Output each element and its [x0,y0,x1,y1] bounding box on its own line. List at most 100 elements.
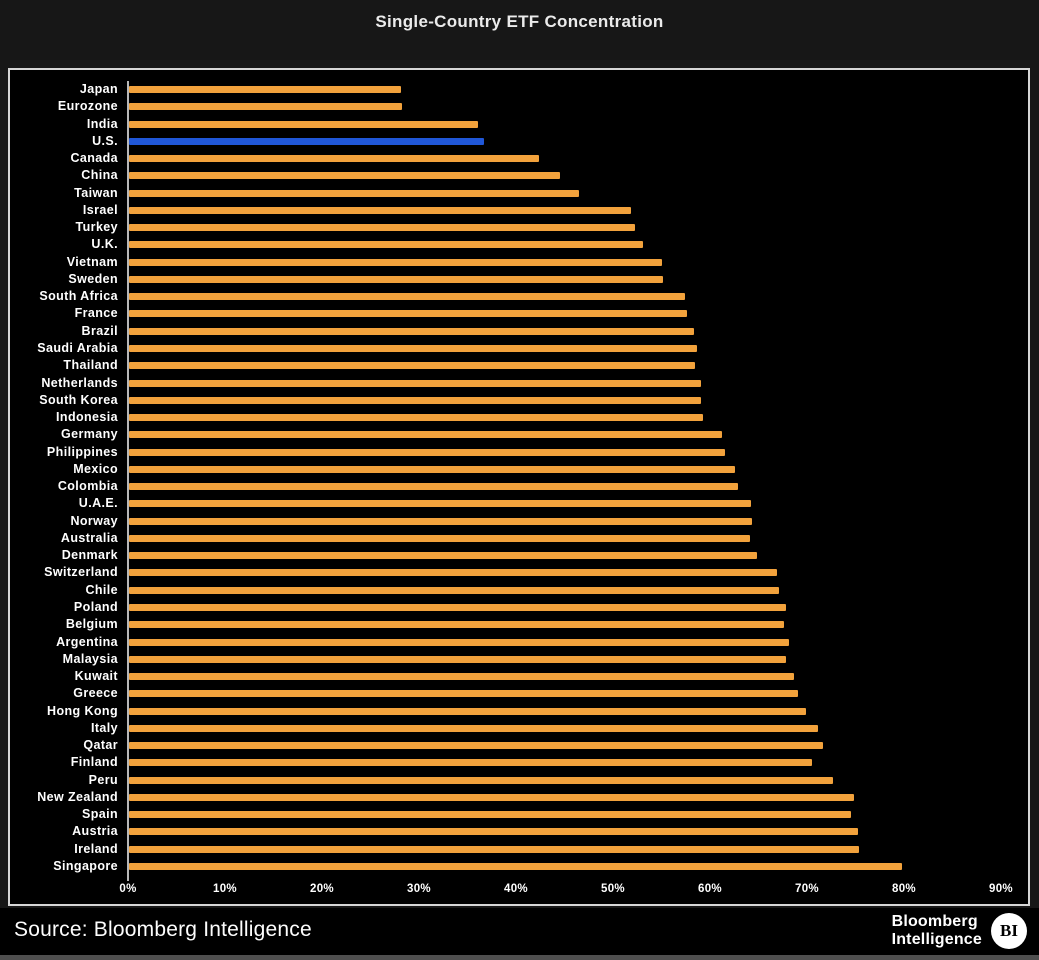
x-tick-60: 60% [698,883,722,895]
bi-badge-icon: BI [991,913,1027,949]
chart-row-norway: Norway [10,513,1028,530]
chart-row-singapore: Singapore [10,858,1028,875]
chart-row-turkey: Turkey [10,219,1028,236]
source-text: Source: Bloomberg Intelligence [14,918,312,941]
chart-row-sweden: Sweden [10,271,1028,288]
row-label-netherlands: Netherlands [41,375,118,390]
x-tick-0: 0% [119,883,137,895]
row-label-austria: Austria [72,824,118,839]
bar-turkey [129,224,636,232]
bar-japan [129,86,401,93]
row-label-taiwan: Taiwan [74,185,118,200]
bar-australia [129,534,750,542]
x-tick-50: 50% [601,883,625,895]
bar-chile [129,586,779,594]
row-label-canada: Canada [70,151,118,166]
bar-malaysia [129,655,786,663]
chart-row-chile: Chile [10,582,1028,599]
bar-france [129,310,687,318]
chart-row-australia: Australia [10,530,1028,547]
chart-row-india: India [10,116,1028,133]
row-label-south-korea: South Korea [39,392,118,407]
bar-denmark [129,552,757,560]
bar-poland [129,603,786,611]
row-label-vietnam: Vietnam [66,254,118,269]
bar-canada [129,155,540,163]
bar-qatar [129,742,823,750]
bar-spain [129,811,851,819]
bar-brazil [129,327,694,335]
chart-row-colombia: Colombia [10,478,1028,495]
bar-ireland [129,845,860,853]
bar-u-k [129,241,644,249]
bar-finland [129,759,812,767]
row-label-belgium: Belgium [65,617,118,632]
chart-row-japan: Japan [10,81,1028,98]
y-axis-line [127,81,129,881]
chart-row-saudi-arabia: Saudi Arabia [10,340,1028,357]
row-label-greece: Greece [73,686,118,701]
chart-row-kuwait: Kuwait [10,668,1028,685]
chart-row-israel: Israel [10,202,1028,219]
chart-row-u-a-e: U.A.E. [10,495,1028,512]
row-label-u-k: U.K. [91,237,118,252]
row-label-china: China [81,168,118,183]
logo-line1: Bloomberg [891,913,978,931]
bar-kuwait [129,673,795,681]
bar-taiwan [129,189,580,197]
row-label-philippines: Philippines [46,444,118,459]
bar-vietnam [129,258,662,266]
x-tick-20: 20% [310,883,334,895]
bar-singapore [129,862,903,870]
row-label-singapore: Singapore [53,858,118,873]
row-label-malaysia: Malaysia [62,651,118,666]
bottom-strip [0,955,1039,960]
bar-hong-kong [129,707,807,715]
row-label-indonesia: Indonesia [56,410,118,425]
x-tick-80: 80% [892,883,916,895]
chart-row-u-k: U.K. [10,236,1028,253]
bar-china [129,172,560,180]
row-label-brazil: Brazil [81,323,118,338]
chart-row-argentina: Argentina [10,634,1028,651]
bar-israel [129,206,632,214]
bar-argentina [129,638,789,646]
chart-row-indonesia: Indonesia [10,409,1028,426]
bloomberg-intelligence-logo: Bloomberg Intelligence BI [892,913,1027,949]
row-label-peru: Peru [88,772,118,787]
row-label-new-zealand: New Zealand [37,789,118,804]
x-tick-70: 70% [795,883,819,895]
row-label-ireland: Ireland [74,841,118,856]
row-label-poland: Poland [73,599,118,614]
bar-belgium [129,621,784,629]
row-label-turkey: Turkey [75,220,118,235]
row-label-spain: Spain [81,807,118,822]
row-label-saudi-arabia: Saudi Arabia [37,340,118,355]
chart-row-greece: Greece [10,685,1028,702]
chart-row-austria: Austria [10,823,1028,840]
bar-u-a-e [129,500,751,508]
bar-thailand [129,362,695,370]
x-tick-30: 30% [407,883,431,895]
chart-row-france: France [10,305,1028,322]
bar-mexico [129,465,736,473]
chart-row-denmark: Denmark [10,547,1028,564]
row-label-south-africa: South Africa [39,289,118,304]
chart-row-germany: Germany [10,426,1028,443]
chart-row-canada: Canada [10,150,1028,167]
row-label-germany: Germany [61,427,118,442]
chart-row-philippines: Philippines [10,444,1028,461]
chart-row-italy: Italy [10,720,1028,737]
row-label-mexico: Mexico [73,461,118,476]
row-label-qatar: Qatar [83,738,118,753]
chart-rows: Japan Eurozone India U.S. Canada China Taiwan I… [10,81,1028,875]
bar-sweden [129,275,664,283]
bar-philippines [129,448,725,456]
chart-row-u-s: U.S. [10,133,1028,150]
chart-row-south-africa: South Africa [10,288,1028,305]
row-label-denmark: Denmark [61,548,118,563]
row-label-finland: Finland [70,755,118,770]
row-label-sweden: Sweden [68,271,118,286]
chart-row-mexico: Mexico [10,461,1028,478]
row-label-hong-kong: Hong Kong [47,703,118,718]
